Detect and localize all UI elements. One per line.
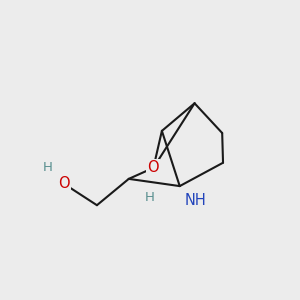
Text: H: H xyxy=(43,161,53,174)
Text: H: H xyxy=(145,191,155,205)
Text: NH: NH xyxy=(185,194,207,208)
Text: O: O xyxy=(58,176,70,191)
Text: O: O xyxy=(148,160,159,175)
